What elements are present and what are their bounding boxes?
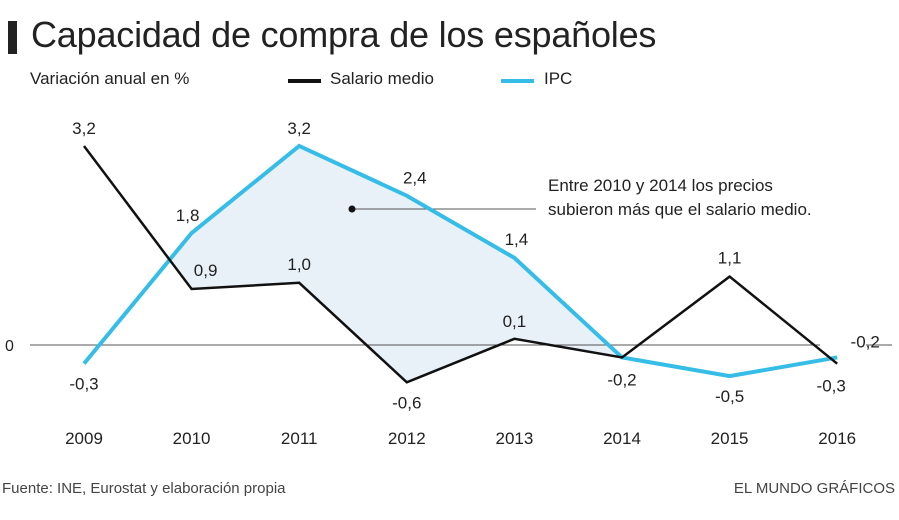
data-label-salario: 1,1 (718, 249, 742, 268)
x-tick-label: 2011 (281, 429, 318, 448)
data-label-ipc: -0,3 (69, 375, 98, 394)
legend-swatch-ipc (501, 79, 534, 83)
data-label-salario: 0,9 (194, 261, 218, 280)
x-tick-label: 2009 (65, 429, 103, 448)
shaded-region (169, 145, 622, 383)
data-label-ipc: 3,2 (287, 119, 311, 138)
series-line-ipc (82, 143, 838, 379)
data-label-salario: 3,2 (72, 119, 96, 138)
legend-label-ipc: IPC (544, 69, 573, 88)
chart-title: Capacidad de compra de los españoles (31, 14, 657, 55)
data-label-ipc: -0,2 (851, 332, 880, 351)
chart-subtitle: Variación anual en % (30, 69, 190, 88)
x-tick-label: 2015 (711, 429, 749, 448)
data-label-salario: 1,0 (287, 255, 311, 274)
x-tick-label: 2010 (173, 429, 211, 448)
data-label-salario: -0,6 (392, 393, 421, 412)
x-tick-label: 2012 (388, 429, 426, 448)
title-bar-accent (8, 21, 17, 54)
credit: EL MUNDO GRÁFICOS (733, 480, 895, 497)
data-label-ipc: -0,5 (715, 387, 744, 406)
x-tick-label: 2016 (818, 429, 856, 448)
data-label-ipc: 1,4 (505, 230, 529, 249)
annotation-dot (348, 205, 356, 213)
y-tick-label: 0 (5, 338, 14, 355)
data-label-salario: 0,1 (503, 312, 527, 331)
data-label-salario: -0,2 (607, 370, 636, 389)
x-tick-label: 2013 (495, 429, 533, 448)
legend-swatch-salario (288, 79, 321, 83)
data-label-ipc: 1,8 (176, 206, 200, 225)
data-label-ipc: 2,4 (403, 169, 427, 188)
legend-label-salario: Salario medio (330, 69, 434, 88)
annotation-text-line: Entre 2010 y 2014 los precios (548, 176, 773, 195)
x-tick-label: 2014 (603, 429, 641, 448)
source-note: Fuente: INE, Eurostat y elaboración prop… (2, 480, 286, 497)
annotation-text-line: subieron más que el salario medio. (548, 200, 812, 219)
series-line-salario (83, 145, 838, 384)
data-label-salario: -0,3 (817, 377, 846, 396)
